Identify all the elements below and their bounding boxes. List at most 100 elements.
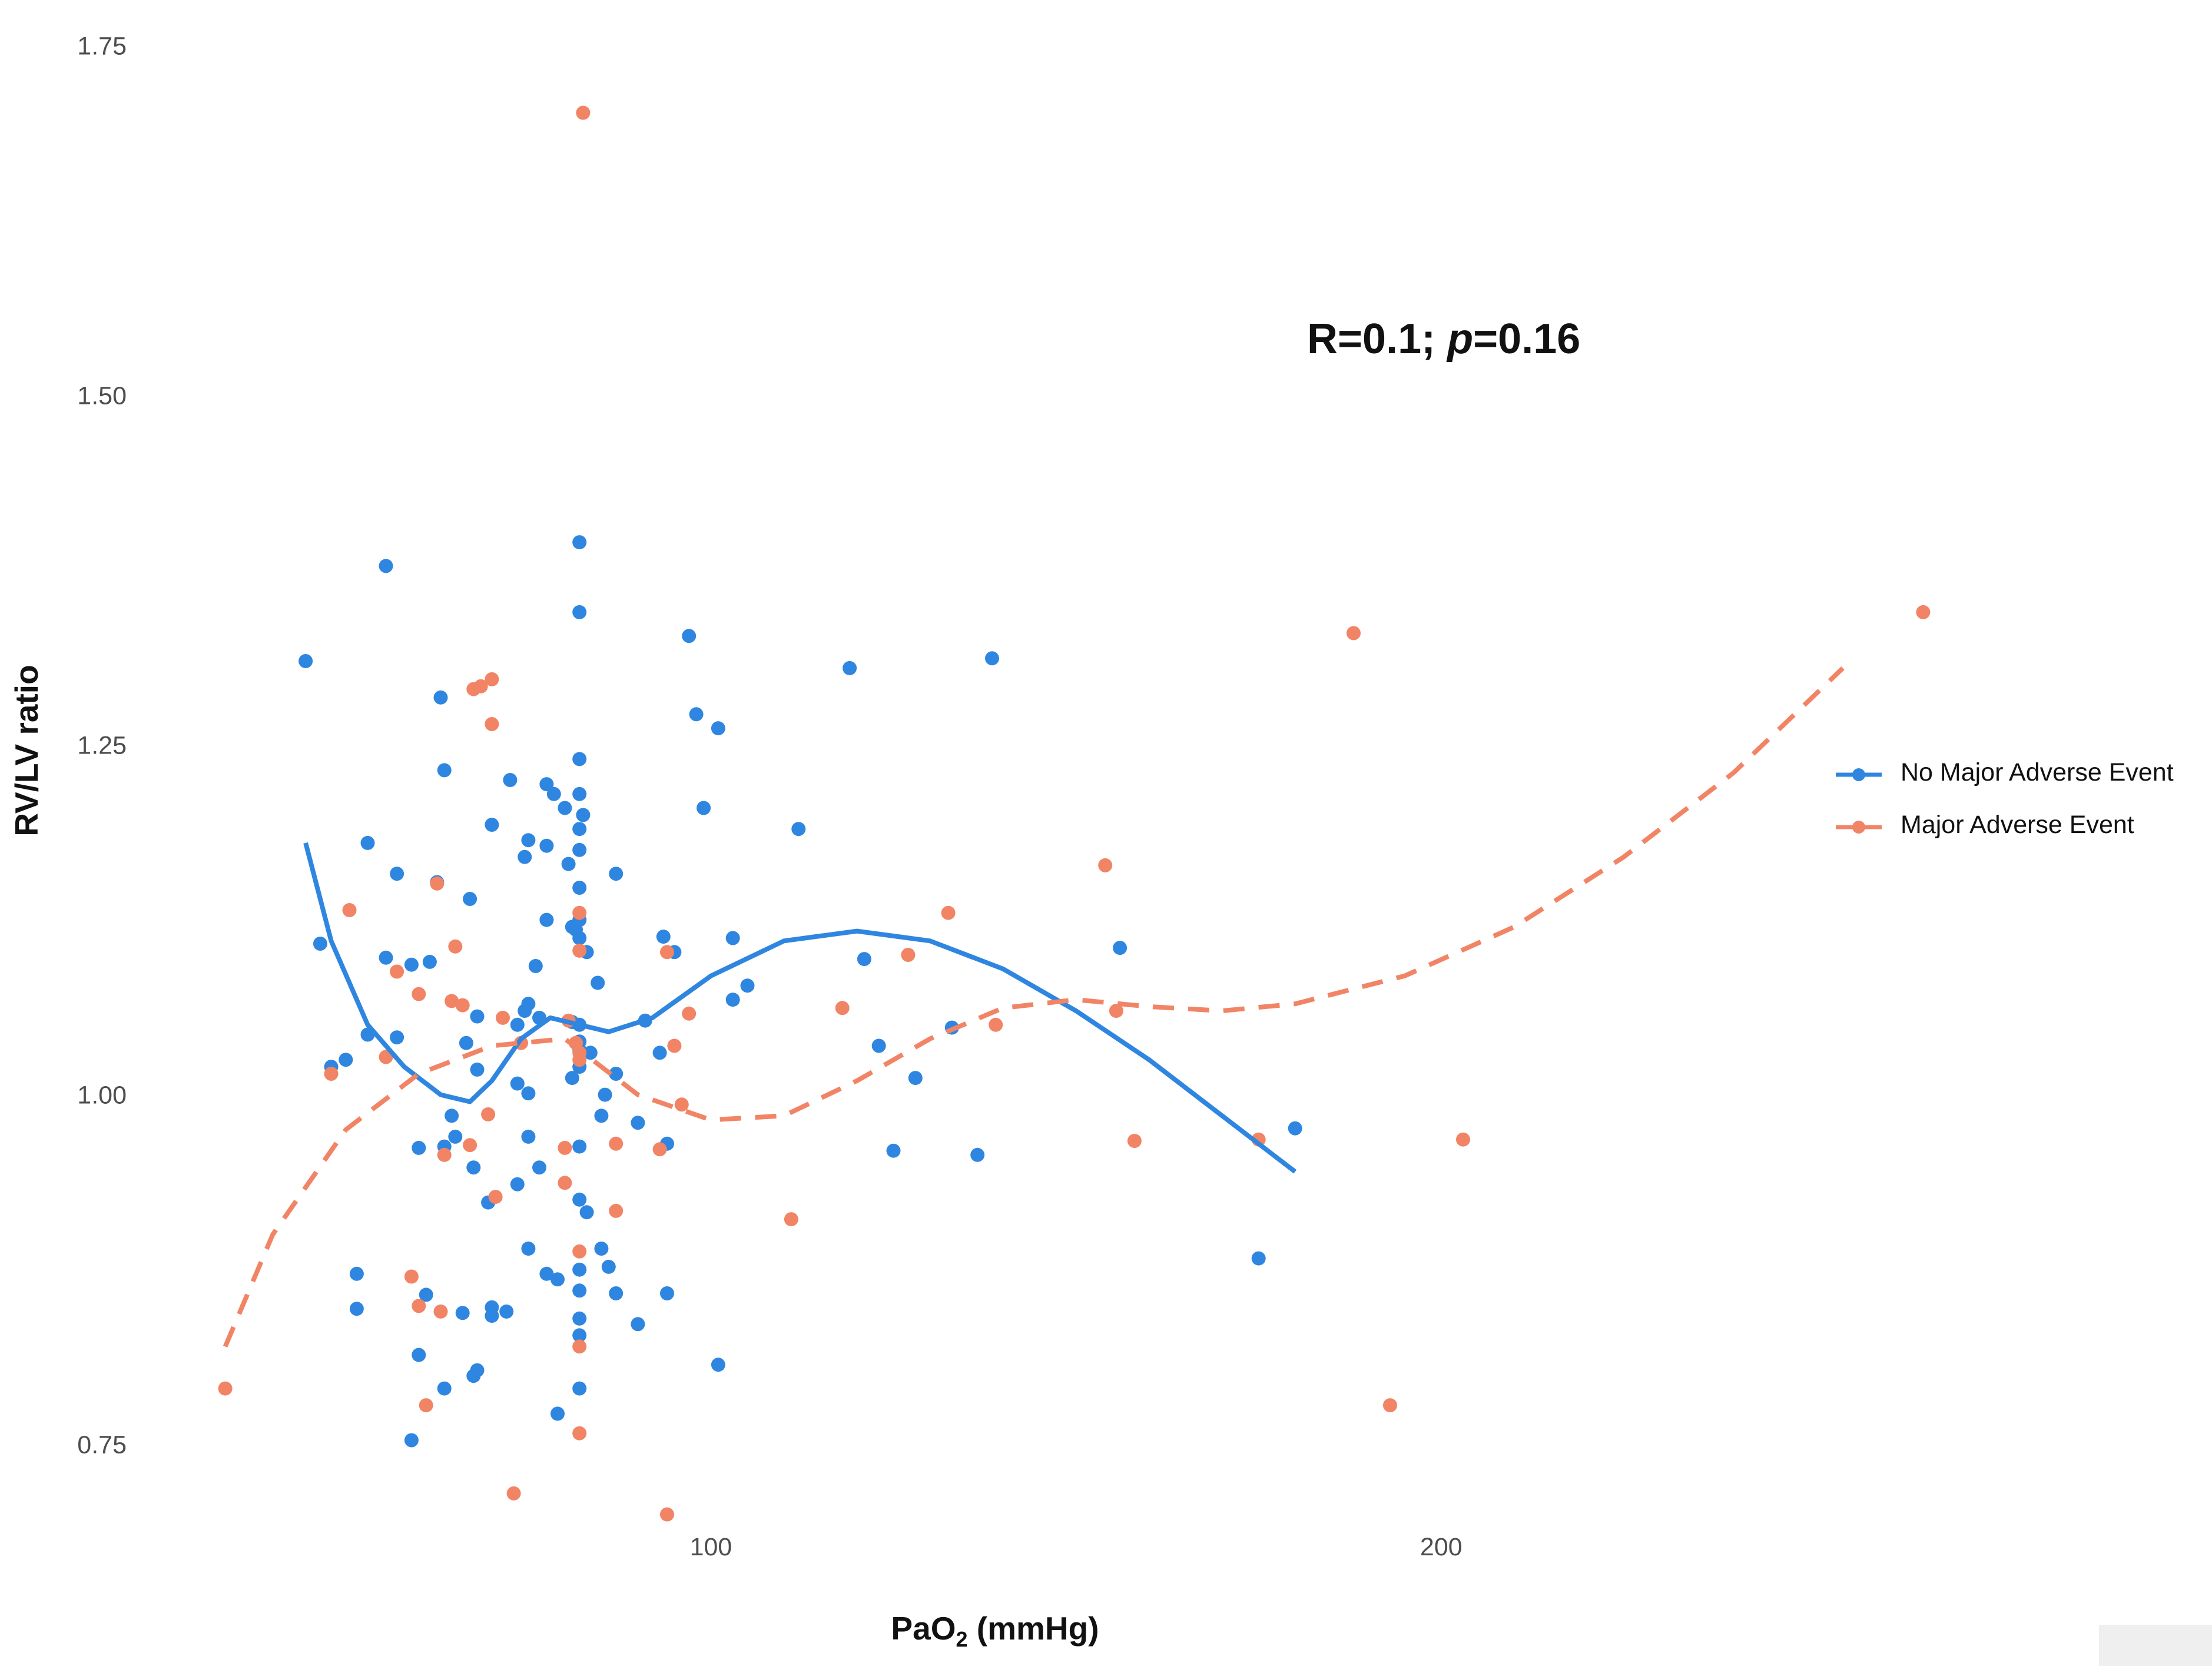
point-mae xyxy=(835,1001,850,1015)
point-no-mae xyxy=(609,1286,624,1300)
point-no-mae xyxy=(379,559,393,573)
x-tick-label: 100 xyxy=(690,1533,732,1561)
point-no-mae xyxy=(843,661,857,675)
point-mae xyxy=(1383,1398,1397,1413)
point-no-mae xyxy=(422,954,437,969)
point-no-mae xyxy=(609,867,624,881)
legend-label-no-mae: No Major Adverse Event xyxy=(1901,758,2174,786)
point-mae xyxy=(404,1269,419,1284)
point-no-mae xyxy=(510,1076,525,1091)
point-no-mae xyxy=(598,1087,612,1102)
legend-swatch-dot-no-mae xyxy=(1852,768,1865,781)
point-no-mae xyxy=(437,1381,452,1396)
point-mae xyxy=(485,672,499,686)
point-no-mae xyxy=(572,1283,587,1298)
point-no-mae xyxy=(379,950,393,965)
point-mae xyxy=(660,945,674,960)
point-no-mae xyxy=(349,1302,364,1316)
point-mae xyxy=(324,1067,339,1081)
point-no-mae xyxy=(521,997,536,1011)
point-no-mae xyxy=(470,1009,485,1024)
point-no-mae xyxy=(572,881,587,895)
y-tick-label: 1.25 xyxy=(77,732,127,760)
point-no-mae xyxy=(576,808,591,822)
point-mae xyxy=(412,987,426,1001)
point-no-mae xyxy=(532,1160,546,1175)
point-no-mae xyxy=(572,1381,587,1396)
y-tick-label: 1.50 xyxy=(77,382,127,410)
point-mae xyxy=(218,1381,233,1396)
point-no-mae xyxy=(572,1139,587,1154)
point-no-mae xyxy=(572,822,587,837)
legend: No Major Adverse Event Major Adverse Eve… xyxy=(1836,758,2174,839)
point-no-mae xyxy=(572,1262,587,1277)
point-mae xyxy=(1456,1132,1470,1147)
point-no-mae xyxy=(572,752,587,766)
point-mae xyxy=(437,1147,452,1162)
annotation-prefix: R=0.1; xyxy=(1307,316,1447,363)
y-tick-label: 1.75 xyxy=(77,32,127,61)
point-mae xyxy=(1127,1134,1142,1148)
point-no-mae xyxy=(689,707,704,722)
point-no-mae xyxy=(572,842,587,857)
x-axis-title-rest: (mmHg) xyxy=(968,1610,1099,1647)
point-no-mae xyxy=(594,1242,609,1256)
point-mae xyxy=(576,105,591,120)
point-no-mae xyxy=(539,777,554,792)
point-no-mae xyxy=(572,1311,587,1326)
point-mae xyxy=(379,1050,393,1064)
point-mae xyxy=(1109,1004,1123,1018)
point-no-mae xyxy=(561,857,576,871)
point-mae xyxy=(572,1339,587,1354)
point-mae xyxy=(473,679,488,693)
point-no-mae xyxy=(546,786,561,801)
point-mae xyxy=(989,1017,1003,1032)
point-no-mae xyxy=(437,763,452,778)
point-no-mae xyxy=(466,1160,481,1175)
point-no-mae xyxy=(572,605,587,619)
point-mae xyxy=(342,903,357,917)
point-no-mae xyxy=(299,654,313,668)
point-no-mae xyxy=(631,1116,645,1130)
point-no-mae xyxy=(1251,1251,1266,1266)
point-mae xyxy=(609,1136,624,1151)
point-no-mae xyxy=(485,818,499,832)
point-no-mae xyxy=(572,1192,587,1207)
plot-area xyxy=(218,105,1931,1522)
annotation-suffix: =0.16 xyxy=(1473,316,1580,363)
point-no-mae xyxy=(711,721,725,736)
point-mae xyxy=(572,1244,587,1259)
point-no-mae xyxy=(601,1259,616,1274)
point-no-mae xyxy=(985,651,999,666)
y-tick-label: 1.00 xyxy=(77,1081,127,1110)
point-mae xyxy=(1916,605,1931,619)
point-mae xyxy=(455,998,470,1013)
point-no-mae xyxy=(518,849,532,864)
y-axis-ticks: 0.75 1.00 1.25 1.50 1.75 xyxy=(77,32,127,1459)
point-no-mae xyxy=(521,1086,536,1101)
correlation-annotation: R=0.1; p=0.16 xyxy=(1307,316,1580,363)
point-no-mae xyxy=(572,1328,587,1343)
point-no-mae xyxy=(528,959,543,973)
point-mae xyxy=(784,1212,798,1227)
point-no-mae xyxy=(725,993,740,1007)
point-mae xyxy=(682,1006,697,1021)
legend-item-major-adverse-event: Major Adverse Event xyxy=(1836,811,2134,839)
point-no-mae xyxy=(886,1143,901,1158)
point-mae xyxy=(506,1486,521,1501)
points-layer xyxy=(218,105,1931,1522)
y-axis-title: RV/LV ratio xyxy=(8,665,45,836)
point-no-mae xyxy=(360,835,375,850)
point-mae xyxy=(660,1507,674,1522)
point-no-mae xyxy=(631,1317,645,1332)
point-mae xyxy=(941,905,956,920)
point-mae xyxy=(572,905,587,920)
point-no-mae xyxy=(970,1147,985,1162)
point-no-mae xyxy=(539,1266,554,1281)
point-no-mae xyxy=(510,1177,525,1192)
point-no-mae xyxy=(572,931,587,945)
point-no-mae xyxy=(419,1287,433,1302)
point-no-mae xyxy=(448,1129,463,1144)
point-no-mae xyxy=(558,801,572,815)
point-mae xyxy=(558,1140,572,1155)
